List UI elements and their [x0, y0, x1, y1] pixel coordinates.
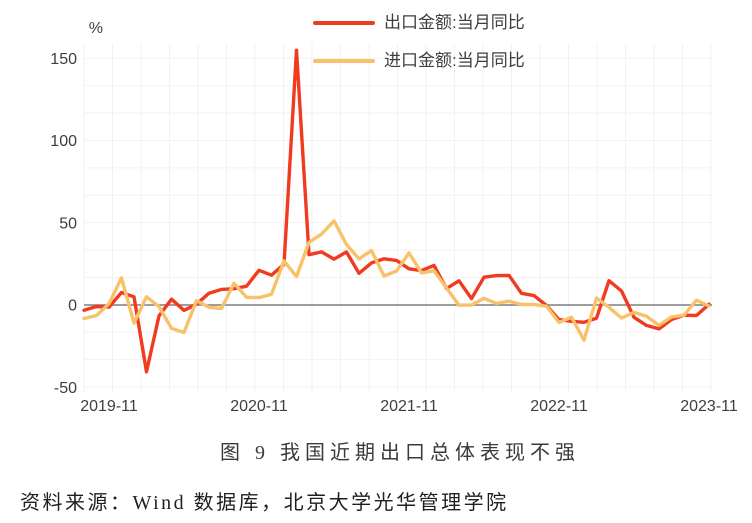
- figure-caption: 图 9 我国近期出口总体表现不强: [220, 442, 580, 464]
- exports-line: [82, 48, 711, 374]
- x-tick-label: 2023-11: [680, 398, 738, 415]
- legend-item-imports: 进口金额:当月同比: [313, 51, 525, 71]
- imports-line: [82, 219, 711, 342]
- legend-label-exports: 出口金额:当月同比: [384, 13, 525, 32]
- x-tick-label: 2019-11: [80, 398, 138, 415]
- x-tick-label: 2021-11: [380, 398, 438, 415]
- chart-area: 150 100 50 0 -50% 2019-11 2020-11 2021-11 2022-1…: [50, 13, 738, 415]
- x-tick-label: 2022-11: [530, 398, 588, 415]
- y-tick-label: 0: [68, 298, 77, 315]
- y-axis-unit-label: %: [89, 20, 103, 37]
- legend-label-imports: 进口金额:当月同比: [384, 51, 525, 70]
- chart-legend: 出口金额:当月同比 进口金额:当月同比: [313, 13, 525, 71]
- y-tick-label: 50: [59, 215, 77, 232]
- imports-line-swatch: [313, 59, 375, 63]
- y-tick-label: 100: [50, 133, 77, 150]
- line-chart-svg: 150 100 50 0 -50% 2019-11 2020-11 2021-11 2022-1…: [50, 20, 738, 415]
- exports-line-swatch: [313, 21, 375, 25]
- y-tick-label: -50: [54, 380, 77, 397]
- x-tick-label: 2020-11: [230, 398, 288, 415]
- legend-item-exports: 出口金额:当月同比: [313, 13, 525, 33]
- y-tick-label: 150: [50, 51, 77, 68]
- figure-source: 资料来源：Wind 数据库，北京大学光华管理学院: [20, 492, 509, 514]
